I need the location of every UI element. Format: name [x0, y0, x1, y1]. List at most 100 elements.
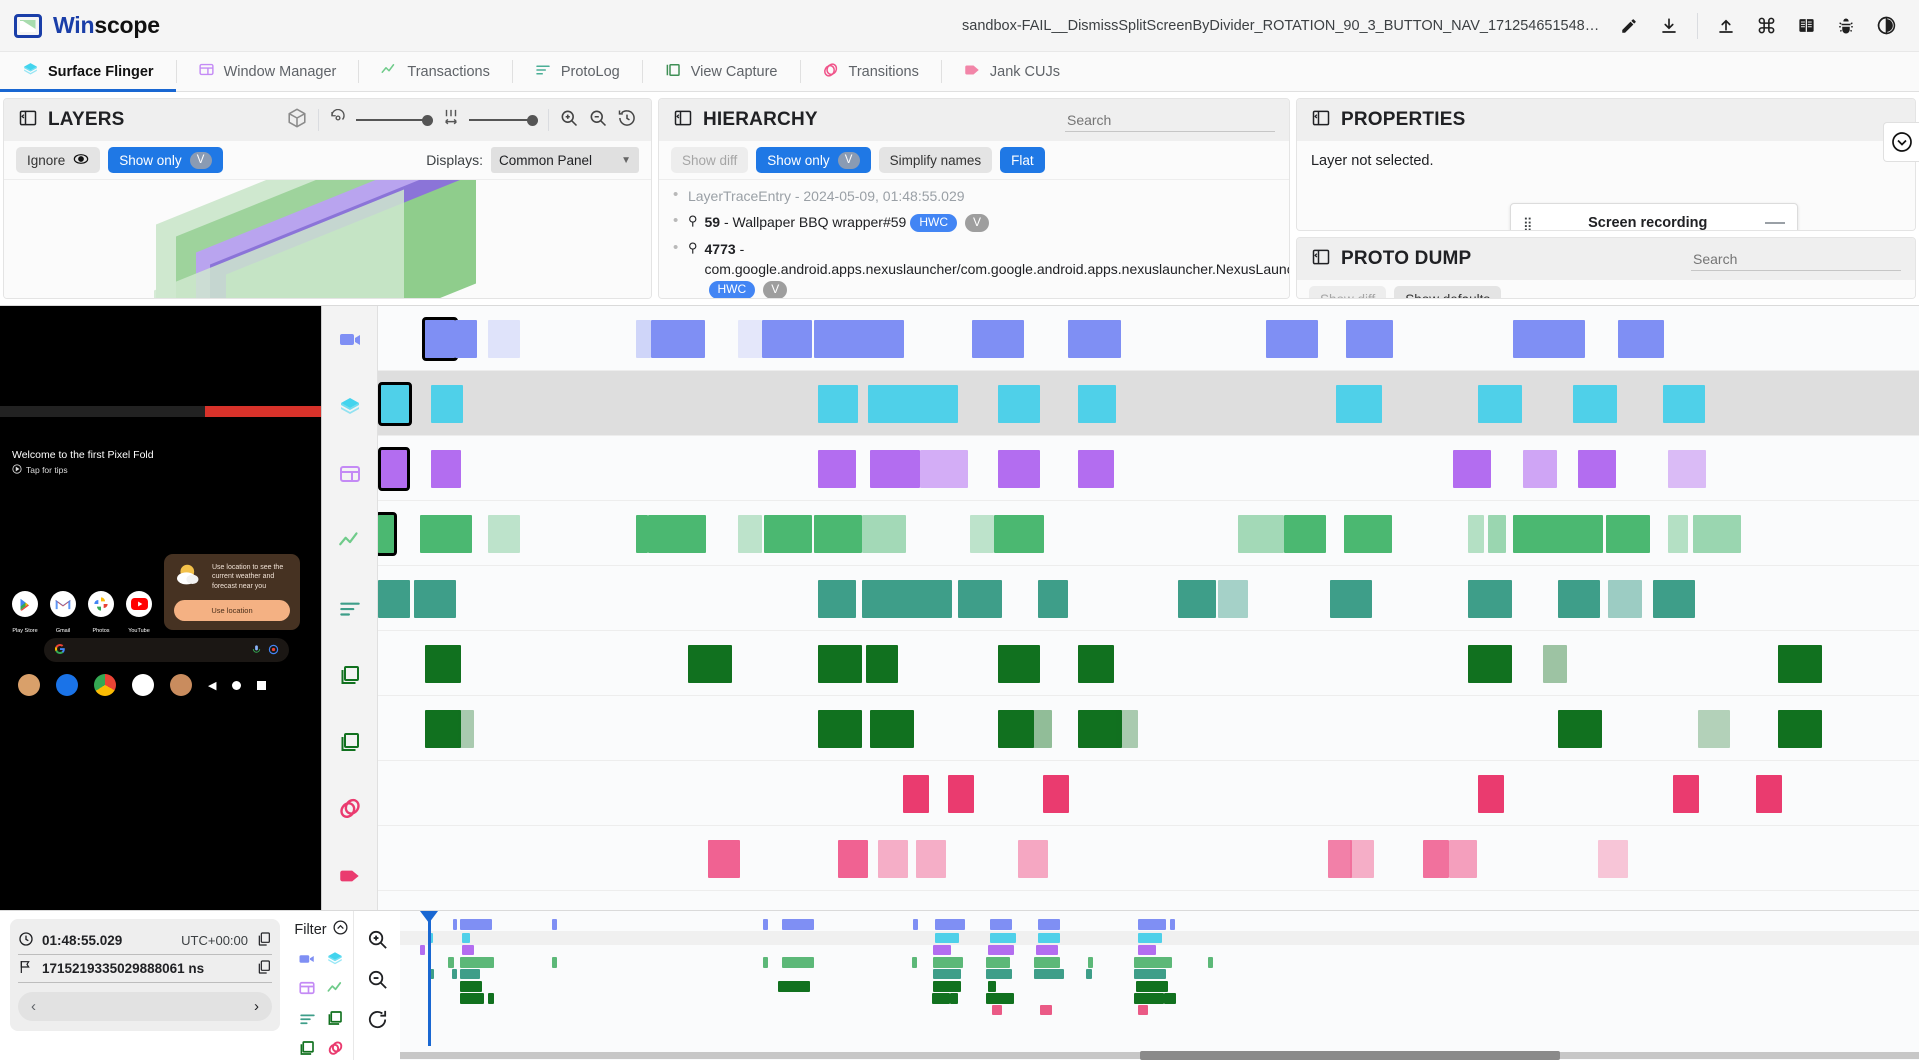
- hierarchy-tree[interactable]: • LayerTraceEntry - 2024-05-09, 01:48:55…: [658, 180, 1289, 298]
- timeline-entry-block[interactable]: [998, 645, 1040, 683]
- timeline-entry-block[interactable]: [1284, 515, 1326, 553]
- mini-view-capture-2-block[interactable]: [1134, 993, 1164, 1004]
- timeline-entry-block[interactable]: [422, 317, 458, 361]
- show-diff-button[interactable]: Show diff: [670, 147, 749, 173]
- timeline-entry-block[interactable]: [414, 580, 456, 618]
- timeline-entry-block[interactable]: [870, 710, 914, 748]
- show-diff-button[interactable]: Show diff: [1308, 286, 1387, 298]
- zoom-in-icon[interactable]: [559, 108, 579, 132]
- mini-window-manager-block[interactable]: [1138, 945, 1156, 955]
- show-defaults-button[interactable]: Show defaults: [1394, 286, 1502, 298]
- mini-view-capture-1-block[interactable]: [460, 981, 482, 992]
- device-search-bar[interactable]: [44, 638, 289, 662]
- timeline-entry-block[interactable]: [1558, 580, 1600, 618]
- timeline-entry-block[interactable]: [818, 580, 856, 618]
- timeline-entry-block[interactable]: [1330, 580, 1372, 618]
- timeline-entry-block[interactable]: [998, 450, 1040, 488]
- filter-window-manager-icon[interactable]: [298, 979, 317, 1002]
- filter-view-capture-2-icon[interactable]: [298, 1039, 317, 1061]
- timeline-entry-block[interactable]: [378, 447, 410, 491]
- timeline-entry-block[interactable]: [1663, 385, 1705, 423]
- mini-protolog-block[interactable]: [428, 969, 434, 979]
- tab-transactions[interactable]: Transactions: [358, 52, 511, 91]
- timeline-entry-block[interactable]: [862, 515, 906, 553]
- command-icon[interactable]: [1747, 7, 1785, 45]
- mini-screen-recording-block[interactable]: [935, 919, 965, 930]
- zoom-out-icon[interactable]: [588, 108, 608, 132]
- bug-icon[interactable]: [1827, 7, 1865, 45]
- pin-icon[interactable]: ⚲: [687, 213, 698, 229]
- timeline-entry-block[interactable]: [1543, 645, 1567, 683]
- copy-icon[interactable]: [256, 959, 272, 978]
- nav-recents-icon[interactable]: [257, 680, 267, 690]
- timeline-entry-block[interactable]: [636, 320, 651, 358]
- upload-icon[interactable]: [1707, 7, 1745, 45]
- mini-screen-recording-block[interactable]: [1170, 919, 1175, 930]
- timeline-entry-block[interactable]: [1423, 840, 1449, 878]
- filter-transactions-icon[interactable]: [326, 979, 345, 1002]
- mini-screen-recording-block[interactable]: [1038, 919, 1060, 930]
- timeline-entry-block[interactable]: [1693, 515, 1741, 553]
- timeline-entry-block[interactable]: [868, 385, 958, 423]
- timeline-entry-block[interactable]: [1018, 840, 1048, 878]
- layers-icon[interactable]: [322, 373, 377, 440]
- mini-transitions-block[interactable]: [1138, 1005, 1148, 1015]
- timeline-entry-block[interactable]: [970, 515, 994, 553]
- mini-protolog-block[interactable]: [933, 969, 961, 979]
- timeline-entry-block[interactable]: [1668, 515, 1688, 553]
- device-weather-card[interactable]: Use location to see the current weather …: [164, 554, 300, 631]
- timeline-entry-block[interactable]: [455, 320, 477, 358]
- mini-view-capture-1-block[interactable]: [778, 981, 810, 992]
- drag-handle-icon[interactable]: ⣿: [1522, 215, 1532, 230]
- mini-protolog-block[interactable]: [460, 969, 480, 979]
- timeline-entry-block[interactable]: [1668, 450, 1706, 488]
- filter-surface-flinger-icon[interactable]: [326, 950, 345, 972]
- app-icon-photos[interactable]: Photos: [88, 591, 114, 636]
- app-icon-play-store[interactable]: Play Store: [12, 591, 38, 636]
- timeline-entry-block[interactable]: [1578, 450, 1616, 488]
- mini-protolog-block[interactable]: [1034, 969, 1064, 979]
- timeline-entry-block[interactable]: [431, 385, 463, 423]
- collapse-panel-icon[interactable]: [673, 108, 693, 132]
- timeline-entry-block[interactable]: [878, 840, 908, 878]
- timeline-entry-block[interactable]: [1756, 775, 1782, 813]
- next-entry-button[interactable]: ›: [254, 998, 259, 1015]
- timeline-entry-block[interactable]: [1328, 840, 1352, 878]
- dock-icon-assistant[interactable]: [170, 674, 192, 696]
- timeline-entry-block[interactable]: [903, 775, 929, 813]
- layers-3d-view[interactable]: [4, 180, 651, 298]
- spacing-slider[interactable]: [468, 114, 538, 126]
- collapse-panel-icon[interactable]: [1311, 247, 1331, 271]
- tag-icon[interactable]: [322, 843, 377, 910]
- mini-surface-flinger-block[interactable]: [462, 933, 470, 943]
- mini-view-capture-2-block[interactable]: [950, 993, 958, 1004]
- filter-protolog-icon[interactable]: [298, 1009, 317, 1032]
- copy-icon[interactable]: [256, 931, 272, 950]
- timeline-entry-block[interactable]: [1698, 710, 1730, 748]
- mini-screen-recording-block[interactable]: [913, 919, 918, 930]
- mini-view-capture-2-block[interactable]: [488, 993, 494, 1004]
- app-icon-youtube[interactable]: YouTube: [126, 591, 152, 636]
- rotate-icon[interactable]: [329, 108, 347, 131]
- mini-transitions-block[interactable]: [1040, 1005, 1052, 1015]
- mic-icon[interactable]: [251, 642, 262, 659]
- timeline-entry-block[interactable]: [1178, 580, 1216, 618]
- ignore-button[interactable]: Ignore: [16, 147, 101, 173]
- mini-transitions-block[interactable]: [992, 1005, 1002, 1015]
- timeline-entry-block[interactable]: [458, 710, 474, 748]
- timeline-entry-block[interactable]: [651, 320, 705, 358]
- timeline-entry-block[interactable]: [1116, 710, 1138, 748]
- timeline-entry-block[interactable]: [1558, 710, 1602, 748]
- timeline-entry-block[interactable]: [1038, 580, 1068, 618]
- timeline-entry-block[interactable]: [738, 515, 762, 553]
- video-icon[interactable]: [322, 306, 377, 373]
- timeline-entry-block[interactable]: [948, 775, 974, 813]
- mini-transactions-block[interactable]: [448, 957, 454, 968]
- device-screen-preview[interactable]: Welcome to the first Pixel Fold Tap for …: [0, 306, 322, 910]
- timeline-entry-block[interactable]: [431, 450, 461, 488]
- timeline-entry-block[interactable]: [738, 320, 762, 358]
- mini-transactions-block[interactable]: [912, 957, 917, 968]
- mini-view-capture-2-block[interactable]: [1164, 993, 1176, 1004]
- mini-view-capture-2-block[interactable]: [932, 993, 950, 1004]
- mini-transactions-block[interactable]: [782, 957, 814, 968]
